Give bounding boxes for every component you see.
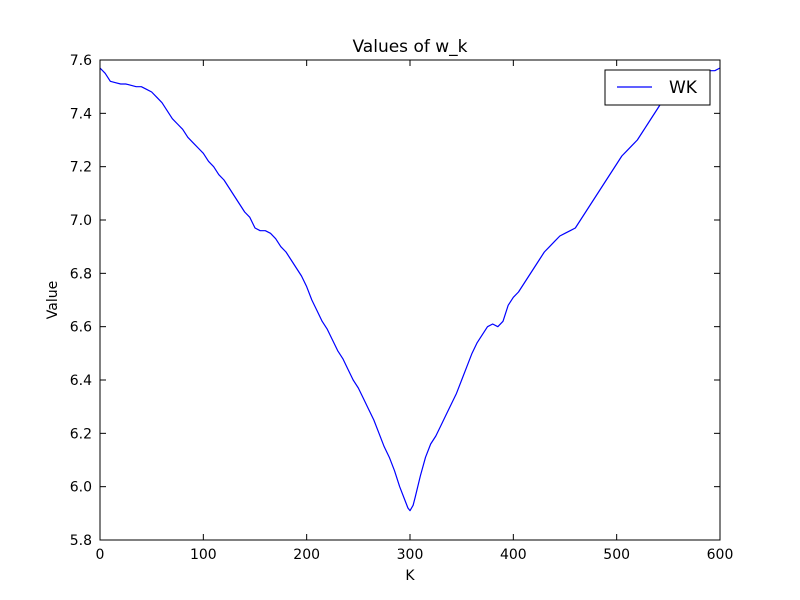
y-tick-label: 5.8 <box>70 533 92 549</box>
y-tick-label: 6.0 <box>70 480 92 496</box>
legend: WK <box>604 69 711 106</box>
y-tick-label: 6.8 <box>70 266 92 282</box>
y-tick-label: 7.0 <box>70 213 92 229</box>
y-tick-label: 7.4 <box>70 106 92 122</box>
x-tick-label: 500 <box>603 547 630 563</box>
y-tick-label: 6.6 <box>70 320 92 336</box>
x-tick-label: 600 <box>707 547 734 563</box>
plot-area <box>100 60 720 540</box>
x-tick-label: 0 <box>96 547 105 563</box>
y-tick-label: 7.6 <box>70 53 92 69</box>
x-tick-label: 400 <box>500 547 527 563</box>
y-tick-label: 7.2 <box>70 160 92 176</box>
series-line-wk <box>99 67 721 512</box>
x-axis-ticks: 0 100 200 300 400 500 600 <box>96 60 734 563</box>
y-tick-label: 6.2 <box>70 426 92 442</box>
x-tick-label: 200 <box>293 547 320 563</box>
x-tick-label: 300 <box>397 547 424 563</box>
x-axis-label: K <box>405 568 415 584</box>
y-axis-label: Value <box>45 281 61 319</box>
y-axis-ticks: 5.8 6.0 6.2 6.4 6.6 6.8 7.0 7.2 7.4 7.6 <box>70 53 720 549</box>
plot-frame <box>99 59 721 541</box>
series-layer <box>99 67 721 512</box>
y-tick-label: 6.4 <box>70 373 92 389</box>
chart-title: Values of w_k <box>353 37 468 57</box>
legend-label-wk: WK <box>669 78 698 98</box>
x-tick-label: 100 <box>190 547 217 563</box>
